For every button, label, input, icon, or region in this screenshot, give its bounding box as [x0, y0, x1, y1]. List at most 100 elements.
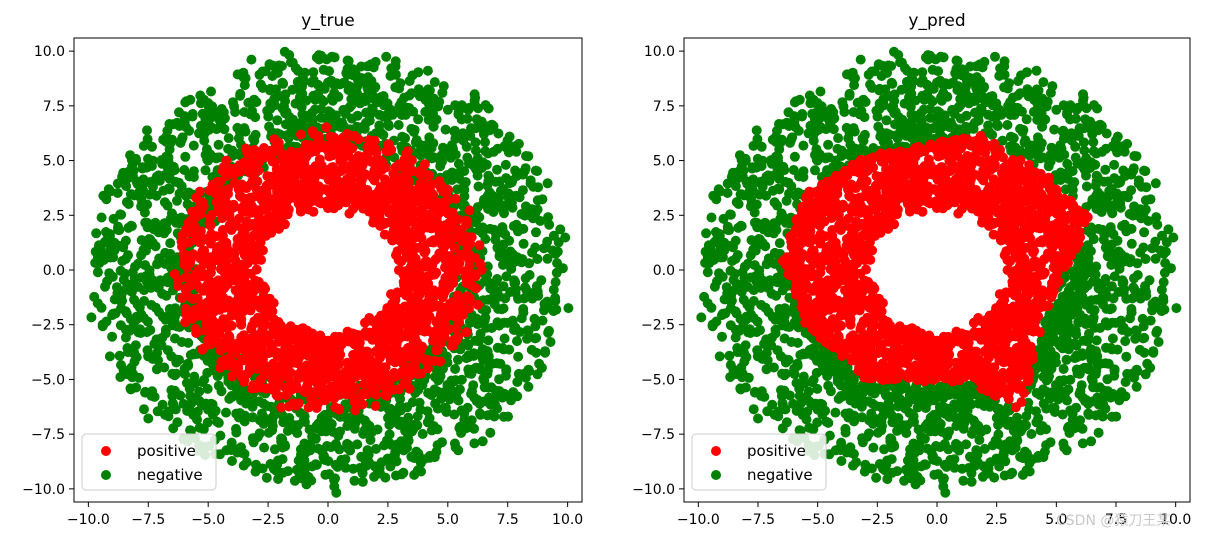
point-negative	[450, 364, 461, 374]
point-negative	[461, 338, 472, 349]
point-positive	[271, 181, 282, 192]
point-positive	[416, 233, 427, 244]
point-positive	[276, 402, 287, 413]
point-negative	[197, 377, 208, 388]
point-negative	[548, 230, 559, 241]
point-negative	[161, 218, 172, 229]
point-negative	[357, 476, 368, 487]
point-positive	[403, 347, 414, 358]
point-negative	[513, 351, 524, 362]
point-negative	[155, 275, 166, 286]
point-negative	[696, 312, 707, 323]
point-positive	[343, 151, 354, 161]
point-negative	[500, 159, 511, 170]
point-positive	[448, 213, 459, 224]
point-positive	[278, 208, 289, 219]
point-negative	[435, 161, 446, 172]
point-positive	[226, 225, 237, 235]
point-negative	[469, 438, 480, 449]
point-negative	[542, 253, 553, 264]
point-positive	[384, 217, 395, 228]
point-positive	[248, 286, 259, 297]
point-negative	[518, 304, 529, 314]
point-negative	[150, 302, 161, 313]
point-positive	[266, 346, 277, 357]
point-negative	[277, 467, 288, 478]
point-positive	[393, 265, 404, 276]
point-positive	[371, 389, 382, 400]
point-positive	[225, 268, 236, 279]
point-negative	[499, 208, 509, 219]
point-positive	[268, 369, 279, 380]
point-negative	[560, 232, 571, 243]
y-tick-label: 5.0	[43, 154, 65, 170]
point-negative	[349, 423, 360, 434]
point-positive	[223, 359, 234, 370]
point-negative	[521, 151, 531, 161]
point-positive	[251, 227, 262, 238]
point-negative	[238, 460, 249, 471]
point-positive	[319, 337, 330, 348]
point-negative	[407, 70, 418, 81]
point-positive	[461, 219, 472, 230]
point-negative	[1151, 327, 1162, 338]
point-positive	[429, 356, 440, 366]
point-negative	[390, 447, 401, 458]
point-negative	[436, 150, 447, 161]
point-negative	[465, 130, 476, 141]
point-negative	[1026, 429, 1037, 439]
point-negative	[501, 365, 512, 376]
point-positive	[169, 269, 180, 280]
point-negative	[543, 212, 554, 223]
point-negative	[108, 213, 119, 224]
point-negative	[308, 114, 318, 125]
point-positive	[461, 278, 472, 288]
point-negative	[466, 415, 477, 426]
point-negative	[180, 151, 191, 162]
point-negative	[398, 467, 409, 478]
point-positive	[412, 368, 423, 379]
point-negative	[299, 76, 310, 86]
x-tick-label: −2.5	[251, 512, 285, 528]
point-positive	[198, 343, 209, 354]
point-positive	[213, 275, 224, 286]
point-positive	[259, 311, 270, 322]
point-negative	[410, 137, 421, 148]
point-positive	[358, 202, 369, 213]
point-negative	[494, 242, 505, 252]
point-negative	[343, 56, 354, 66]
point-negative	[535, 216, 546, 226]
point-negative	[1007, 467, 1018, 478]
point-positive	[419, 326, 430, 337]
point-positive	[369, 165, 380, 176]
point-positive	[408, 186, 419, 196]
point-positive	[275, 217, 286, 228]
point-positive	[221, 237, 232, 248]
point-negative	[472, 170, 483, 181]
point-negative	[717, 331, 727, 342]
point-negative	[490, 277, 500, 288]
point-negative	[121, 181, 132, 192]
y-tick-label: −7.5	[31, 427, 65, 443]
point-negative	[236, 442, 246, 453]
point-negative	[363, 85, 374, 96]
point-negative	[138, 140, 149, 151]
point-positive	[361, 152, 372, 163]
point-negative	[231, 427, 242, 438]
point-negative	[267, 421, 278, 431]
point-negative	[702, 267, 713, 278]
point-negative	[482, 196, 493, 207]
point-negative	[490, 234, 501, 245]
point-negative	[231, 383, 242, 393]
chart-title: y_pred	[908, 11, 965, 31]
point-negative	[452, 184, 463, 195]
point-positive	[375, 327, 386, 338]
point-positive	[208, 231, 219, 242]
point-negative	[321, 426, 332, 437]
point-negative	[298, 115, 308, 126]
point-negative	[120, 324, 131, 335]
point-negative	[470, 100, 481, 111]
point-positive	[177, 293, 188, 304]
point-negative	[206, 86, 216, 97]
x-tick-label: −5.0	[191, 512, 225, 528]
